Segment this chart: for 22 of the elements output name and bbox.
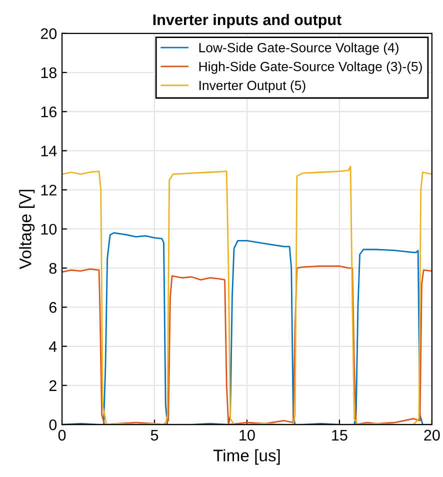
y-axis-title: Voltage [V] [19,190,35,270]
y-tick-label: 16 [41,106,56,118]
legend-label: High-Side Gate-Source Voltage (3)-(5) [199,62,422,74]
y-tick-label: 10 [41,224,57,235]
legend-label: Inverter Output (5) [200,80,306,93]
y-tick-label: 20 [40,28,57,40]
x-tick-label: 0 [58,430,66,441]
x-tick-label: 15 [332,430,348,441]
y-tick-label: 2 [49,380,56,391]
legend-label: Low-Side Gate-Source Voltage (4) [199,42,398,55]
x-tick-label: 20 [424,430,440,441]
chart-title: Inverter inputs and output [153,14,342,28]
y-tick-label: 8 [49,262,56,274]
y-tick-label: 14 [41,146,57,156]
y-tick-label: 4 [49,341,57,352]
y-tick-label: 6 [49,302,56,313]
x-axis-title: Time [us] [213,449,280,465]
x-tick-label: 5 [150,430,158,441]
y-tick-label: 18 [41,67,56,78]
x-tick-label: 10 [240,430,255,441]
y-tick-label: 0 [49,419,57,430]
y-tick-label: 12 [41,184,56,196]
